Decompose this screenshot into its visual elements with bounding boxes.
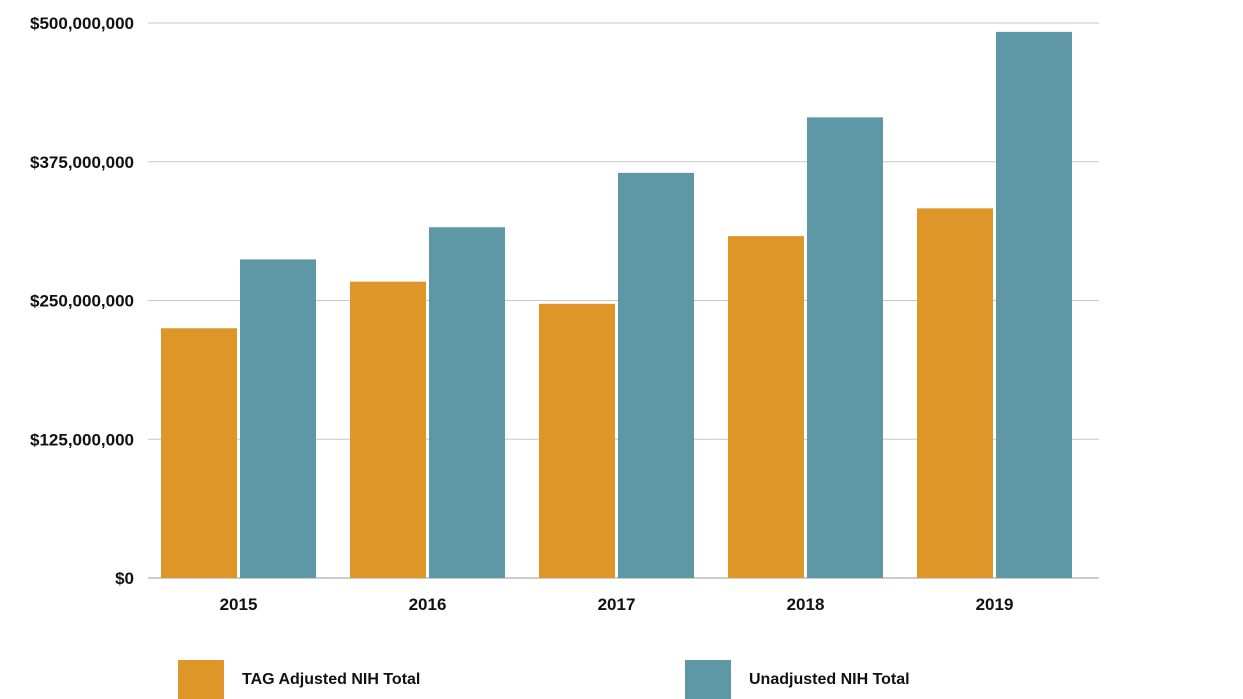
bar-tag-adjusted-2019	[917, 208, 993, 578]
bar-unadjusted-2019	[996, 31, 1072, 578]
y-tick-label: $0	[115, 569, 134, 588]
x-category-label: 2015	[220, 595, 258, 614]
bar-unadjusted-2017	[618, 172, 694, 578]
legend-item-unadjusted: Unadjusted NIH Total	[685, 660, 910, 699]
bars	[161, 31, 1072, 579]
x-axis-category-labels: 2015 2016 2017 2018 2019	[220, 595, 1014, 614]
x-category-label: 2016	[409, 595, 447, 614]
bar-unadjusted-2016	[429, 227, 505, 579]
legend-label-tag-adjusted: TAG Adjusted NIH Total	[242, 670, 421, 688]
legend-swatch-tag-adjusted	[178, 660, 224, 699]
y-tick-label: $500,000,000	[30, 14, 134, 33]
bar-tag-adjusted-2018	[728, 236, 804, 578]
x-category-label: 2019	[976, 595, 1014, 614]
x-category-label: 2018	[787, 595, 825, 614]
y-axis-tick-labels: $0 $125,000,000 $250,000,000 $375,000,000 $5…	[30, 14, 134, 588]
y-tick-label: $125,000,000	[30, 430, 134, 449]
bar-unadjusted-2018	[807, 117, 883, 578]
bar-tag-adjusted-2015	[161, 328, 237, 578]
y-tick-label: $375,000,000	[30, 153, 134, 172]
legend-swatch-unadjusted	[685, 660, 731, 699]
legend-item-tag-adjusted: TAG Adjusted NIH Total	[178, 660, 420, 699]
y-tick-label: $250,000,000	[30, 292, 134, 311]
bar-tag-adjusted-2016	[350, 281, 426, 578]
x-category-label: 2017	[598, 595, 636, 614]
legend-label-unadjusted: Unadjusted NIH Total	[749, 670, 910, 688]
bar-unadjusted-2015	[240, 259, 316, 578]
bar-tag-adjusted-2017	[539, 303, 615, 578]
